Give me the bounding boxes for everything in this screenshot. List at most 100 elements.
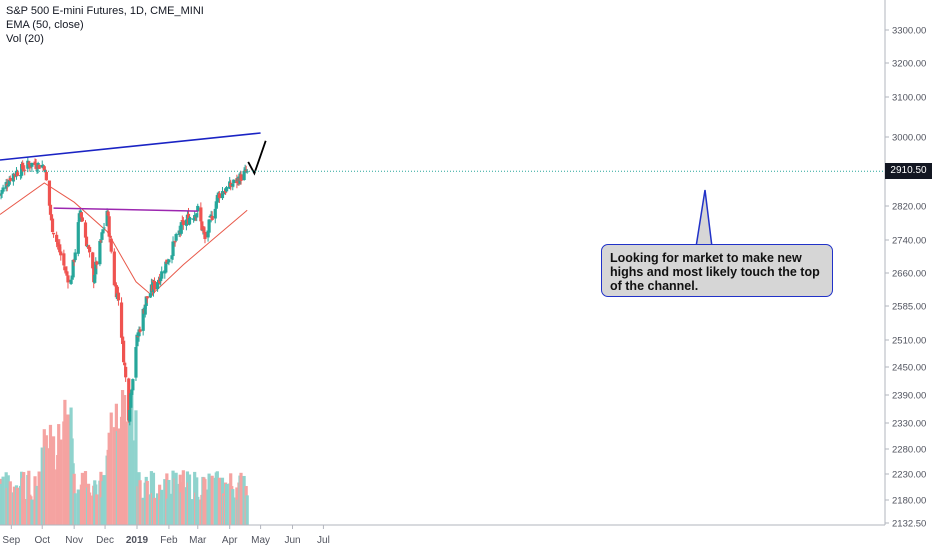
candle-body (167, 259, 171, 263)
y-tick-label: 2230.00 (892, 470, 926, 481)
y-tick-label: 2660.00 (892, 269, 926, 280)
candle-body (105, 210, 109, 226)
y-tick-label: 3000.00 (892, 133, 926, 144)
candle-body (243, 169, 247, 171)
x-tick-label: Sep (2, 535, 20, 546)
y-tick-label: 2740.00 (892, 236, 926, 247)
annotation-text: Looking for market to make new highs and… (610, 251, 820, 293)
volume-bars (0, 390, 249, 525)
volume-bar (239, 472, 243, 525)
volume-bar (30, 499, 34, 525)
candle-body (78, 210, 82, 215)
candle-body (108, 236, 112, 238)
candle-body (119, 302, 124, 338)
volume-bar (124, 421, 128, 525)
projection-path[interactable] (247, 140, 267, 176)
candle-body (76, 222, 80, 254)
candle-body (202, 228, 206, 234)
candle-body (242, 170, 246, 181)
ema-indicator-label[interactable]: EMA (50, close) (6, 19, 84, 31)
candle-body (34, 163, 38, 169)
candle-body (130, 389, 134, 395)
x-tick-label: Mar (189, 535, 207, 546)
last-price-tag: 2910.50 (885, 163, 932, 180)
candle-body (165, 259, 169, 264)
volume-bar (83, 471, 88, 525)
candle-body (94, 261, 98, 275)
candle-body (199, 207, 203, 222)
volume-bar (116, 428, 121, 525)
candle-body (23, 169, 27, 171)
candle-body (6, 184, 10, 187)
candle-body (41, 165, 45, 167)
volume-bar (51, 436, 56, 525)
volume-bar (245, 495, 249, 525)
candle-body (59, 251, 63, 256)
volume-bar (102, 475, 106, 525)
candle-body (55, 234, 59, 242)
candle-body (77, 213, 81, 222)
candle-body (11, 173, 15, 182)
candle-body (217, 193, 221, 199)
candle-body (203, 231, 207, 240)
volume-bar (15, 487, 20, 525)
candle-body (72, 259, 76, 262)
candle-body (27, 162, 31, 165)
candle-body (123, 362, 127, 366)
x-tick-label: May (251, 535, 270, 546)
resistance-line[interactable] (53, 207, 198, 212)
channel-top-trendline[interactable] (0, 132, 261, 161)
y-tick-label: 2280.00 (892, 445, 926, 456)
volume-bar (66, 414, 70, 525)
candle-body (113, 284, 117, 286)
candle-body (166, 262, 170, 264)
candle-body (63, 267, 67, 271)
candle-body (112, 251, 116, 286)
candle-body (51, 232, 56, 235)
candle-body (213, 208, 217, 219)
candle-body (225, 187, 229, 192)
volume-bar (134, 410, 138, 525)
candle-body (109, 238, 113, 252)
volume-bar (225, 483, 229, 525)
candle-body (155, 282, 160, 290)
y-tick-label: 3200.00 (892, 59, 926, 70)
candle-body (30, 162, 34, 167)
x-tick-label: Apr (222, 535, 238, 546)
candle-body (179, 222, 183, 234)
volume-bar (59, 439, 63, 525)
candle-body (70, 277, 74, 280)
candle-body (239, 174, 243, 181)
volume-bar (181, 470, 185, 525)
candle-body (177, 230, 181, 235)
candle-body (37, 164, 41, 169)
volume-bar (23, 498, 27, 525)
annotation-callout[interactable]: Looking for market to make new highs and… (601, 244, 833, 297)
candle-body (232, 179, 236, 184)
candle-body (58, 244, 62, 253)
volume-bar (22, 472, 26, 525)
candle-body (0, 189, 4, 194)
candle-body (92, 267, 96, 283)
x-tick-label: Jul (317, 535, 330, 546)
x-tick-label: Nov (65, 535, 83, 546)
candle-body (170, 255, 174, 260)
volume-indicator-label[interactable]: Vol (20) (6, 33, 44, 45)
x-tick-label: Jun (284, 535, 300, 546)
symbol-title[interactable]: S&P 500 E-mini Futures, 1D, CME_MINI (6, 5, 204, 17)
candle-body (124, 366, 128, 378)
candle-body (116, 292, 121, 301)
candle-body (22, 170, 26, 172)
candle-body (172, 242, 176, 244)
volume-bar (37, 471, 41, 525)
candle-body (47, 180, 52, 206)
x-tick-label: 2019 (126, 535, 149, 546)
candle-body (114, 285, 118, 298)
candle-body (131, 379, 135, 391)
candle-body (79, 212, 83, 218)
candle-body (73, 252, 77, 261)
candle-body (206, 230, 210, 238)
candle-body (42, 166, 46, 171)
